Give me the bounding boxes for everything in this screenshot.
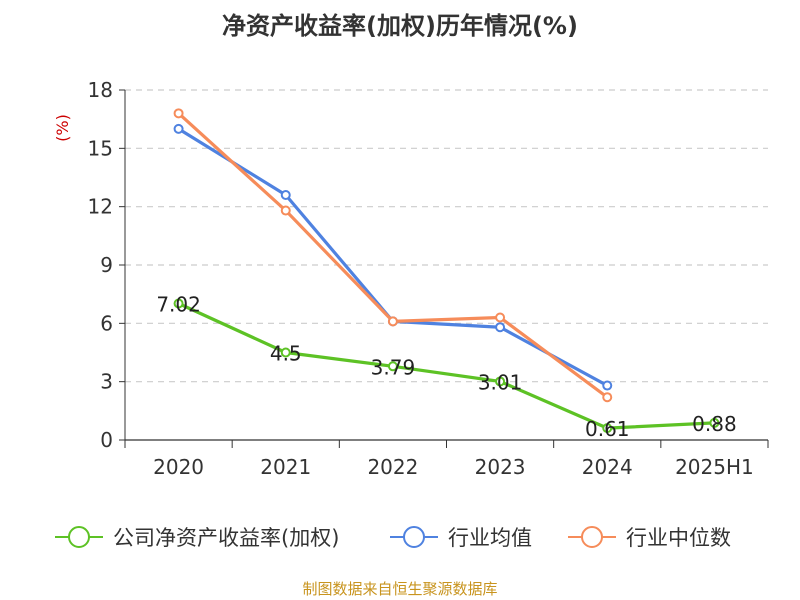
data-point: [280, 205, 291, 216]
data-point: [280, 347, 291, 358]
legend: 公司净资产收益率(加权) 行业均值 行业中位数: [55, 526, 731, 550]
data-point: [602, 380, 613, 391]
y-tick-label: 15: [88, 136, 113, 160]
x-tick-label: 2020: [153, 455, 204, 479]
data-point: [173, 108, 184, 119]
y-axis-label: (%): [53, 114, 72, 142]
data-point: [495, 322, 506, 333]
data-label: 3.01: [478, 370, 523, 394]
axes: 0 3 6 9 12 15 18 2020 2021 2022 2023 2024 2025H1 (%): [53, 78, 769, 479]
y-tick-label: 9: [100, 253, 113, 277]
data-point: [173, 298, 184, 309]
data-label: 4.5: [270, 342, 302, 366]
y-tick-label: 6: [100, 311, 113, 335]
legend-item: 行业均值: [390, 526, 532, 550]
data-point: [602, 392, 613, 403]
x-tick-label: 2025H1: [675, 455, 754, 479]
data-point: [709, 417, 720, 428]
data-point: [280, 190, 291, 200]
legend-label: 行业均值: [448, 526, 532, 550]
y-tick-label: 12: [88, 195, 113, 219]
legend-item: 公司净资产收益率(加权): [55, 526, 339, 550]
y-tick-label: 3: [100, 370, 113, 394]
series-line: [177, 302, 715, 430]
data-labels: 7.02 4.5 3.79 3.01 0.61 0.88: [156, 293, 736, 442]
x-tick-label: 2021: [260, 455, 311, 479]
series-lines: [173, 108, 720, 434]
data-point: [387, 316, 398, 327]
data-point: [173, 123, 184, 134]
legend-marker: [403, 526, 425, 548]
data-point: [495, 376, 506, 387]
data-label: 0.88: [692, 412, 737, 436]
data-point: [602, 423, 613, 434]
data-label: 7.02: [156, 293, 201, 317]
data-point: [387, 361, 398, 372]
legend-marker: [581, 526, 603, 548]
legend-label: 行业中位数: [626, 526, 731, 550]
x-tick-label: 2023: [475, 455, 526, 479]
legend-item: 行业中位数: [568, 526, 731, 550]
x-tick-label: 2024: [582, 455, 633, 479]
legend-marker: [68, 526, 90, 548]
data-point: [495, 312, 506, 323]
series-line: [177, 127, 609, 387]
legend-label: 公司净资产收益率(加权): [113, 526, 339, 550]
chart-title: 净资产收益率(加权)历年情况(%): [222, 12, 578, 40]
x-tick-label: 2022: [367, 455, 418, 479]
y-tick-label: 18: [88, 78, 113, 102]
data-label: 3.79: [371, 355, 416, 379]
data-label: 0.61: [585, 417, 630, 441]
grid-lines: [125, 89, 768, 383]
source-note: 制图数据来自恒生聚源数据库: [302, 580, 498, 598]
y-tick-label: 0: [100, 428, 113, 452]
